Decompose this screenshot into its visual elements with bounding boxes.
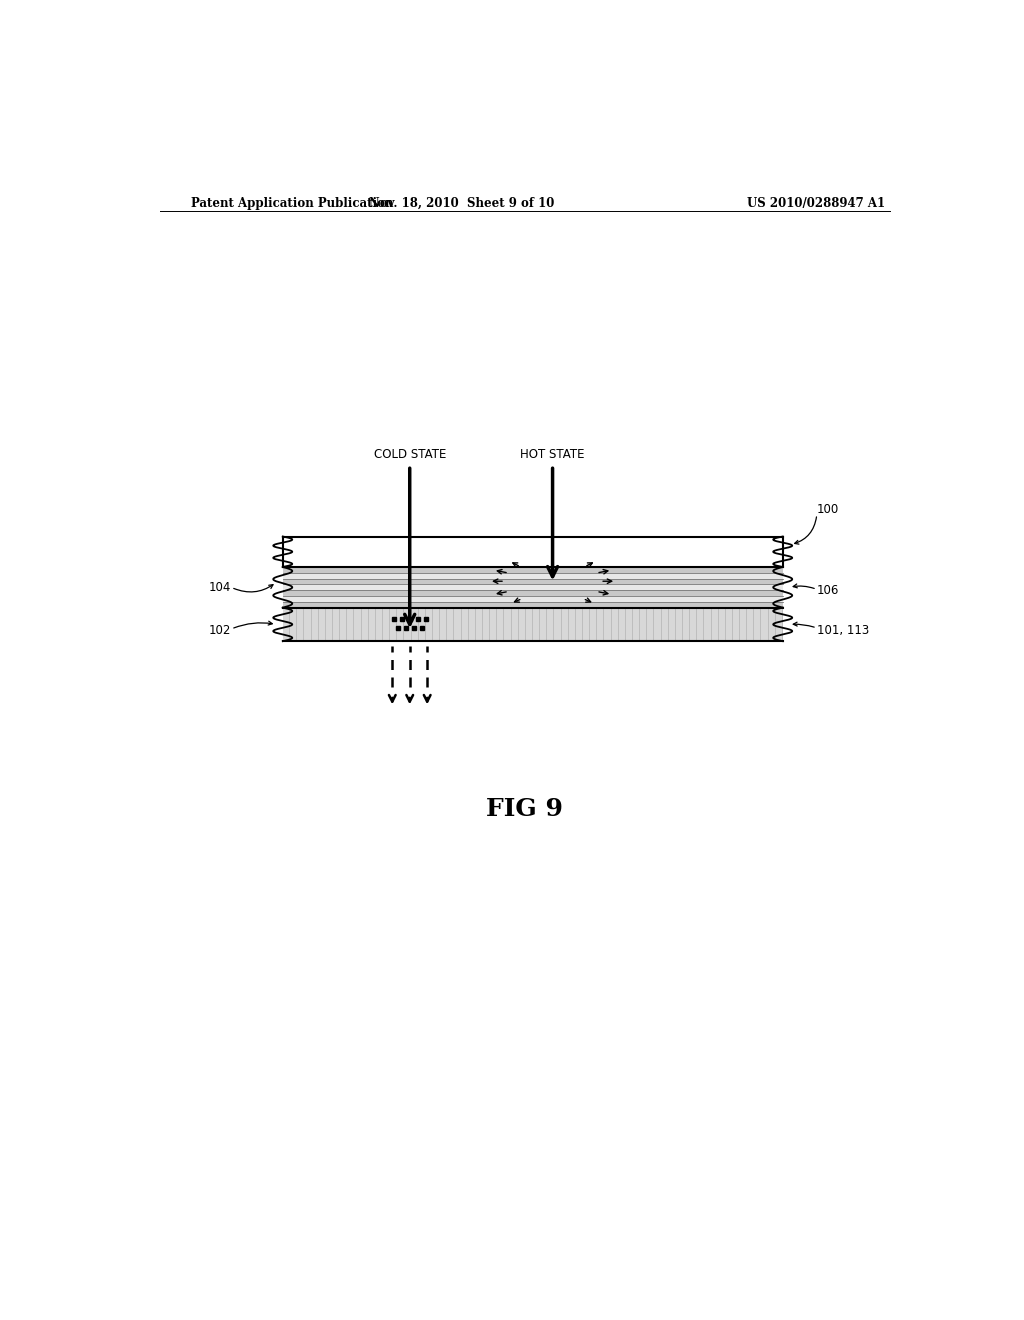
Text: 100: 100 [817,503,839,516]
Bar [283,578,782,585]
Text: Nov. 18, 2010  Sheet 9 of 10: Nov. 18, 2010 Sheet 9 of 10 [369,197,554,210]
Text: COLD STATE: COLD STATE [374,449,445,461]
Bar [283,536,782,568]
Text: Patent Application Publication: Patent Application Publication [191,197,394,210]
Bar [283,607,782,642]
Text: HOT STATE: HOT STATE [520,449,585,461]
Bar [283,597,782,602]
Bar [283,568,782,573]
Bar [283,602,782,607]
Text: 101, 113: 101, 113 [817,623,869,636]
Text: 106: 106 [817,583,840,597]
Bar [283,573,782,578]
Text: 104: 104 [209,581,231,594]
Bar [283,585,782,590]
Text: FIG 9: FIG 9 [486,797,563,821]
Bar [283,590,782,597]
Text: 102: 102 [209,623,231,636]
Text: US 2010/0288947 A1: US 2010/0288947 A1 [748,197,885,210]
